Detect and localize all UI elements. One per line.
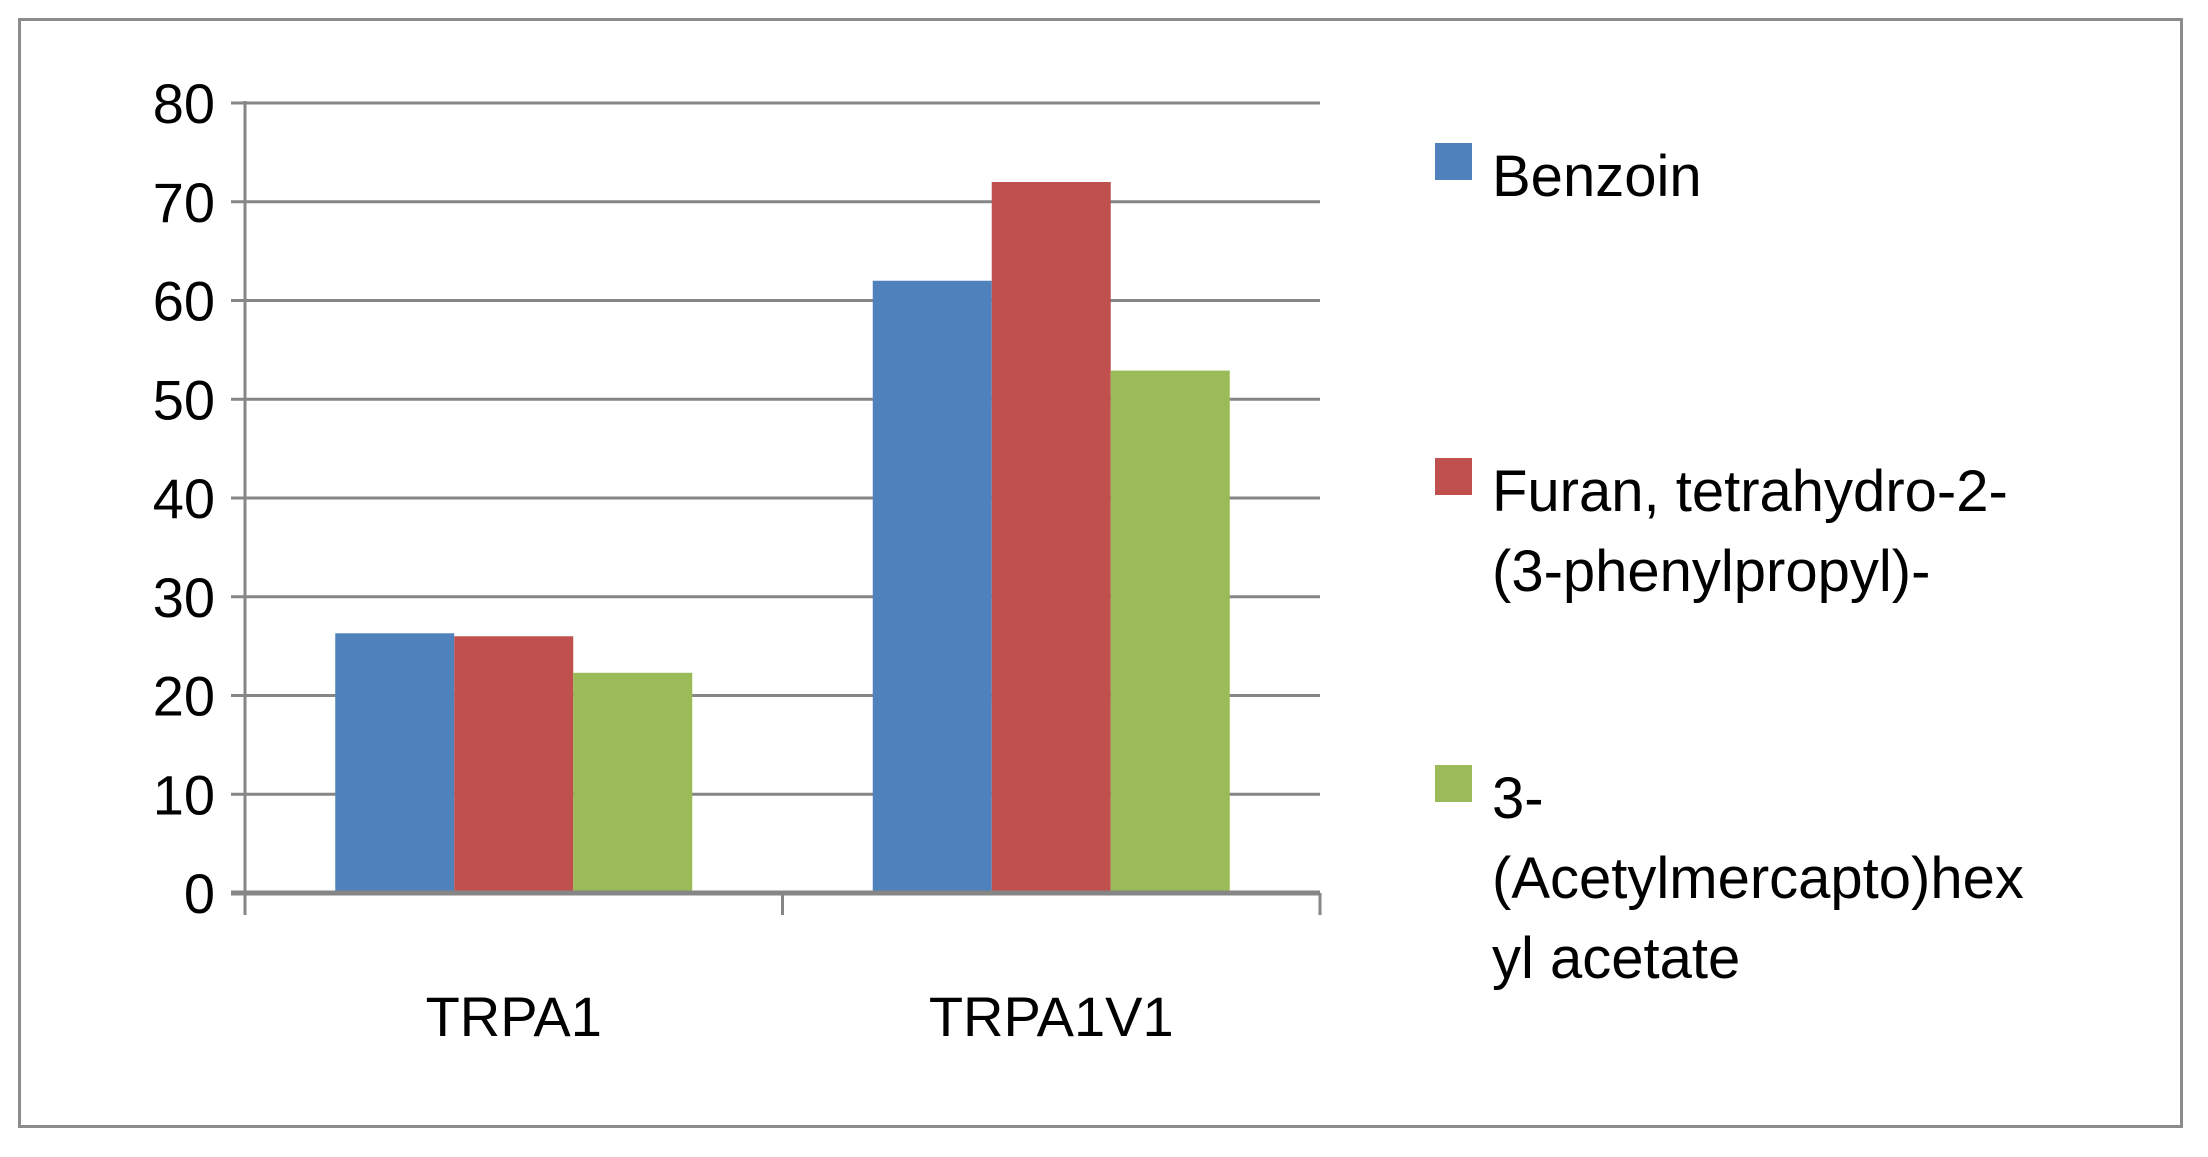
legend-label: (3-phenylpropyl)- — [1492, 539, 1930, 604]
y-tick-label: 70 — [153, 171, 215, 234]
axes: 0 10 20 30 40 50 60 70 80 TRPA1 TRPA1V1 — [153, 72, 1322, 1048]
bar-benzoin-trpa1v1 — [872, 280, 992, 893]
legend-swatch — [1435, 143, 1472, 180]
y-tick-label: 40 — [153, 467, 215, 530]
y-tick-label: 80 — [153, 72, 215, 135]
y-tick-label: 20 — [153, 665, 215, 728]
y-tick-label: 0 — [184, 862, 215, 925]
bar-furan-tetrahydro-2-3-phenylpropyl--trpa1 — [454, 636, 574, 893]
bar-3-acetylmercapto-hexyl-acetate-trpa1 — [573, 672, 693, 893]
bars — [335, 182, 1230, 893]
legend-label: yl acetate — [1492, 926, 1740, 991]
legend-label: (Acetylmercapto)hex — [1492, 846, 2024, 911]
y-tick-label: 30 — [153, 566, 215, 629]
bar-3-acetylmercapto-hexyl-acetate-trpa1v1 — [1110, 370, 1230, 893]
bar-benzoin-trpa1 — [335, 633, 455, 893]
bar-furan-tetrahydro-2-3-phenylpropyl--trpa1v1 — [991, 182, 1111, 893]
legend-label: Benzoin — [1492, 144, 1702, 209]
legend-swatch — [1435, 458, 1472, 495]
legend-swatch — [1435, 765, 1472, 802]
x-tick-label: TRPA1V1 — [929, 985, 1174, 1048]
legend: Benzoin Furan, tetrahydro-2- (3-phenylprop… — [1435, 143, 2024, 991]
y-tick-label: 60 — [153, 270, 215, 333]
legend-label: 3- — [1492, 766, 1544, 831]
y-tick-label: 50 — [153, 368, 215, 431]
x-tick-label: TRPA1 — [426, 985, 602, 1048]
legend-label: Furan, tetrahydro-2- — [1492, 459, 2008, 524]
y-tick-label: 10 — [153, 763, 215, 826]
